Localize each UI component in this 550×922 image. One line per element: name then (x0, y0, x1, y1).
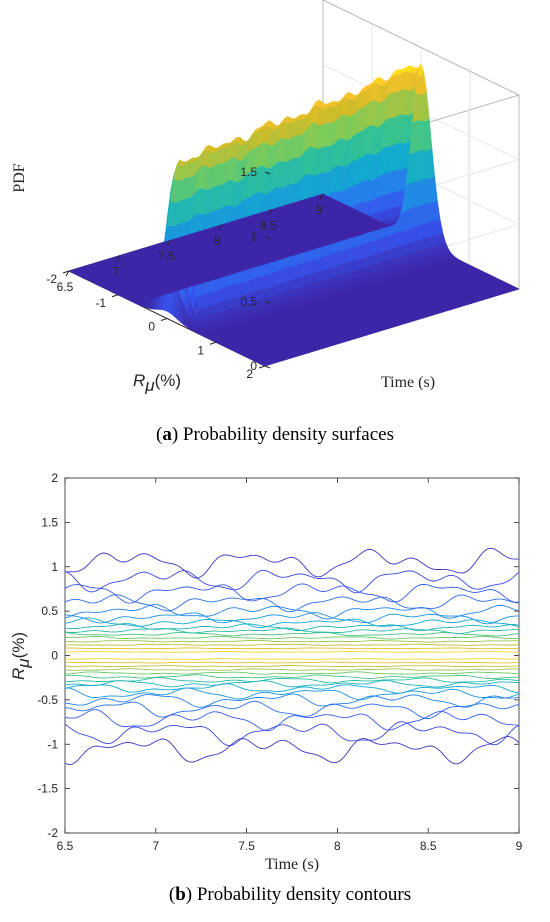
surface-box-edge (322, 0, 520, 96)
surface-mesh (68, 63, 520, 367)
